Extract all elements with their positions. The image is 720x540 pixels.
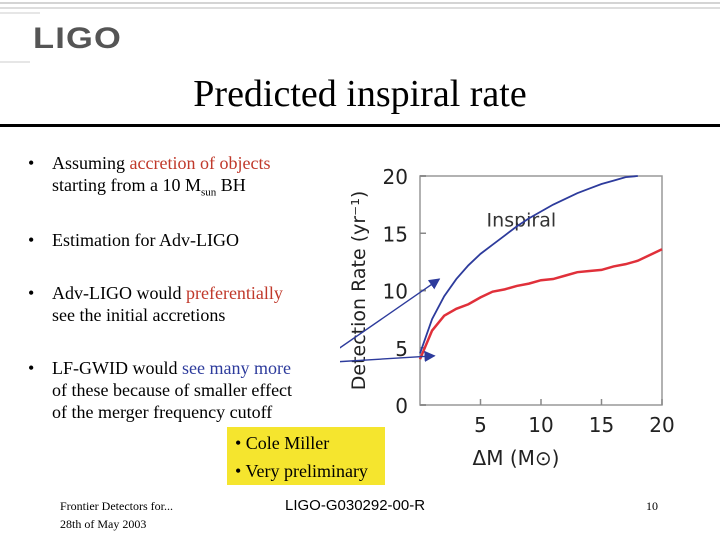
pointer-arrow [340,350,436,363]
upper-curve [419,175,638,354]
x-tick-label: 5 [474,413,487,437]
bullet-dot: • [28,283,35,303]
footer-event: Frontier Detectors for... [60,499,173,513]
y-axis-label: Detection Rate (yr⁻¹) [348,191,370,390]
y-tick-label: 20 [383,165,408,189]
logo-stripes [0,2,720,63]
bullet-text: Estimation for Adv-LIGO [52,230,239,250]
pointer-arrow [340,278,441,349]
bullet-text: Adv-LIGO would preferentially see the in… [52,283,283,325]
series-line [418,248,663,360]
inspiral-annotation: Inspiral [487,209,557,231]
footer-left: Frontier Detectors for... 28th of May 20… [60,497,173,533]
note-box: • Cole Miller • Very preliminary [227,427,385,485]
bullet-dot: • [28,358,35,378]
footer-doc-id: LIGO-G030292-00-R [285,497,426,514]
page-title: Predicted inspiral rate [193,73,527,115]
ligo-logo: LIGO [33,22,122,55]
footer-date: 28th of May 2003 [60,517,147,531]
note-line-2: • Very preliminary [235,461,368,481]
bullet-dot: • [28,230,35,250]
x-tick-label: 10 [528,413,553,437]
note-line-1: • Cole Miller [235,433,330,453]
y-tick-label: 10 [383,280,408,304]
title-divider [0,124,720,127]
detection-rate-chart: 0 5 10 15 20 5 10 15 20 Detection Rate (yr⁻¹) ΔM (… [340,165,675,470]
x-axis-label: ΔM (M⊙) [473,446,560,470]
x-tick-label: 15 [589,413,614,437]
y-tick-label: 15 [383,222,408,246]
bullet-text: Assuming accretion of objects starting f… [52,153,271,199]
bullet-text: LF-GWID would see many more of these bec… [52,358,293,422]
y-tick-label: 5 [395,337,408,361]
page-number: 10 [646,499,658,513]
bullet-dot: • [28,153,35,173]
y-tick-label: 0 [395,394,408,418]
x-tick-label: 20 [649,413,674,437]
